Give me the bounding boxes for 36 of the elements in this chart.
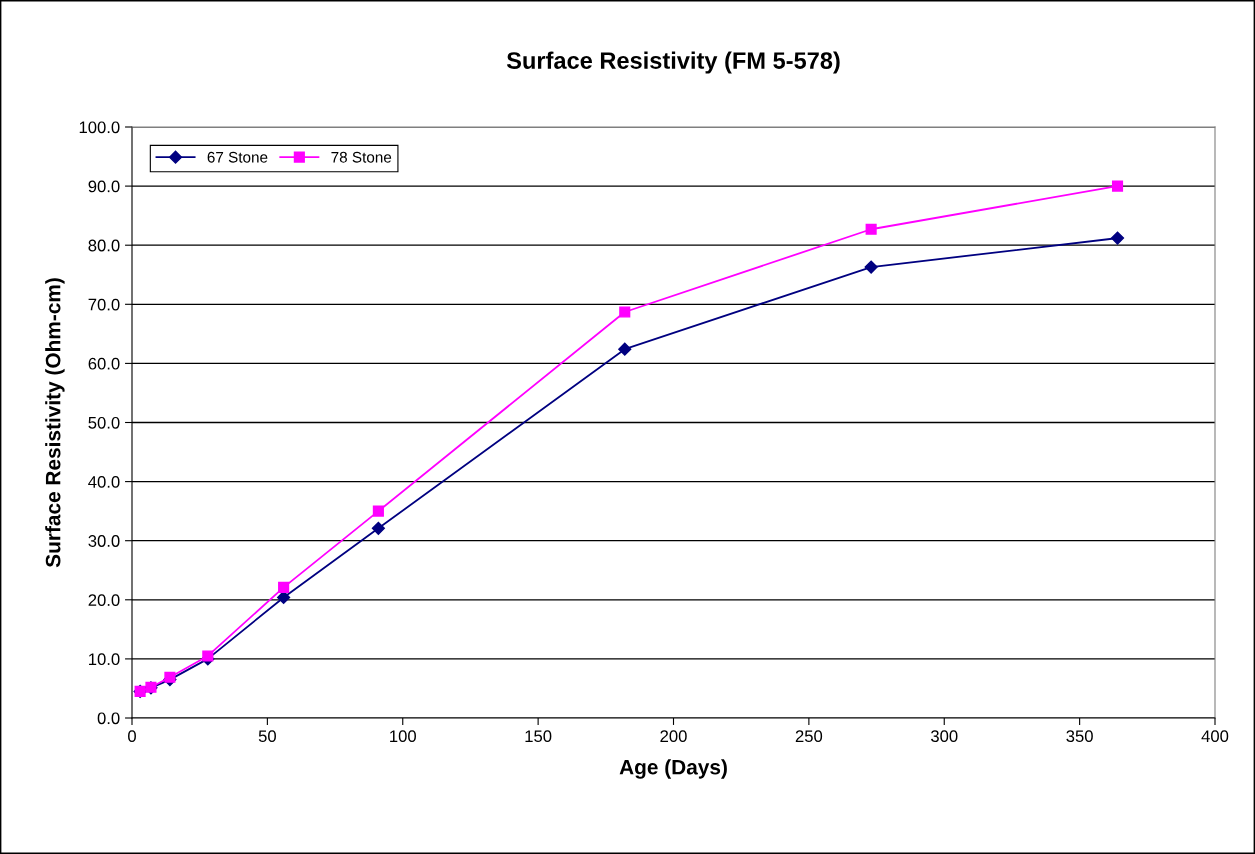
point — [372, 505, 384, 517]
y-tick-label: 10.0 — [89, 653, 120, 666]
x-tick-label: 50 — [258, 730, 276, 743]
x-tick-label: 0 — [128, 730, 136, 743]
point — [619, 306, 631, 318]
point — [1110, 231, 1125, 245]
point — [1111, 180, 1124, 192]
y-axis-title: Surface Resistivity (Ohm-cm) — [45, 278, 65, 568]
point — [202, 650, 214, 662]
y-tick-label: 30.0 — [88, 535, 120, 547]
y-tick-label: 80.0 — [88, 239, 120, 252]
point — [164, 671, 176, 683]
point — [865, 223, 877, 235]
y-tick-label: 100.0 — [79, 121, 120, 134]
y-tick-label: 70.0 — [88, 298, 120, 311]
x-tick-label: 200 — [660, 730, 687, 743]
legend-label: 78 Stone — [331, 151, 392, 163]
x-tick-label: 300 — [930, 730, 958, 743]
x-tick-label: 100 — [390, 730, 416, 743]
x-tick-label: 150 — [525, 730, 552, 743]
x-tick-label: 350 — [1066, 730, 1093, 743]
y-tick-label: 0.0 — [97, 712, 120, 725]
chart-title: Surface Resistivity (FM 5-578) — [506, 51, 840, 74]
x-tick-label: 400 — [1201, 730, 1229, 743]
y-tick-label: 90.0 — [88, 180, 120, 193]
legend-label: 67 Stone — [207, 151, 268, 163]
y-tick-label: 50.0 — [88, 416, 120, 429]
point — [864, 260, 878, 274]
y-tick-label: 60.0 — [88, 357, 120, 370]
point — [278, 581, 290, 593]
point — [618, 342, 632, 356]
point — [371, 521, 385, 535]
y-tick-label: 40.0 — [88, 476, 120, 488]
y-tick-label: 20.0 — [88, 594, 120, 606]
x-tick-label: 250 — [795, 730, 823, 743]
x-axis-title: Age (Days) — [619, 759, 727, 779]
